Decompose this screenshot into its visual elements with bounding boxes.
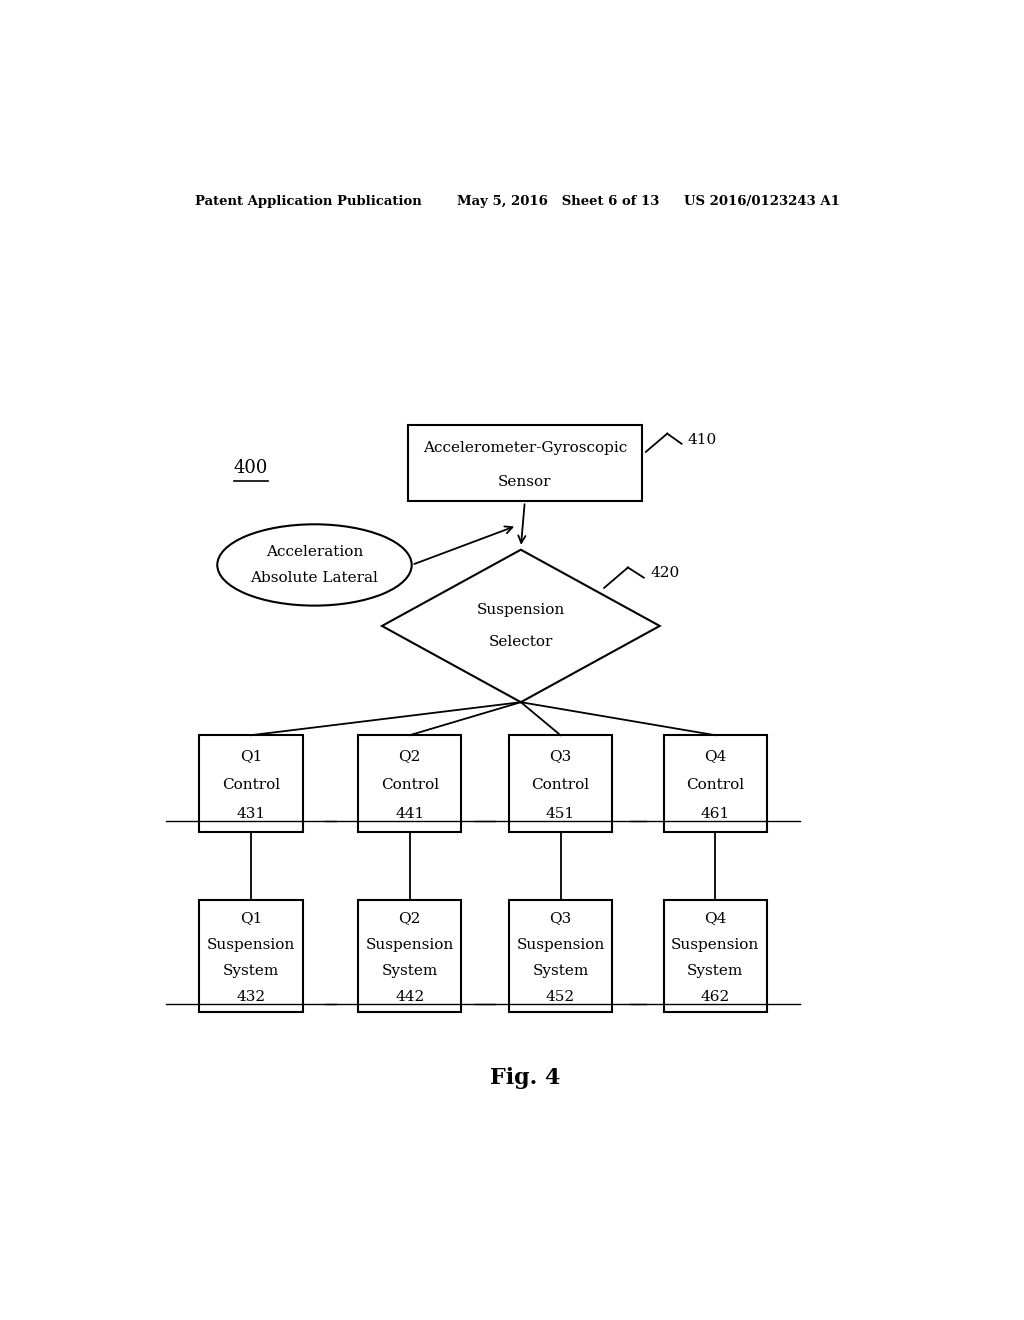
Text: Q4: Q4: [705, 912, 726, 925]
Text: Acceleration: Acceleration: [266, 545, 364, 560]
Text: Patent Application Publication: Patent Application Publication: [196, 194, 422, 207]
Text: 451: 451: [546, 808, 575, 821]
Text: System: System: [532, 964, 589, 978]
Bar: [509, 900, 612, 1012]
Text: 410: 410: [688, 433, 717, 446]
Text: Accelerometer-Gyroscopic: Accelerometer-Gyroscopic: [423, 441, 627, 455]
Text: 441: 441: [395, 808, 424, 821]
Text: 442: 442: [395, 990, 424, 1003]
Text: Selector: Selector: [488, 635, 553, 649]
Text: 431: 431: [237, 808, 265, 821]
Polygon shape: [382, 549, 659, 702]
Text: 452: 452: [546, 990, 575, 1003]
Text: Control: Control: [381, 777, 439, 792]
Text: Suspension: Suspension: [207, 937, 295, 952]
Text: Suspension: Suspension: [477, 603, 565, 616]
Bar: [664, 735, 767, 832]
Text: Q1: Q1: [240, 748, 262, 763]
Text: Suspension: Suspension: [671, 937, 760, 952]
Text: Q4: Q4: [705, 748, 726, 763]
Bar: [358, 735, 461, 832]
Text: System: System: [382, 964, 438, 978]
Text: 462: 462: [700, 990, 730, 1003]
Text: System: System: [223, 964, 280, 978]
Text: Absolute Lateral: Absolute Lateral: [251, 570, 379, 585]
Text: Q2: Q2: [398, 912, 421, 925]
Text: Control: Control: [531, 777, 590, 792]
Bar: [200, 900, 303, 1012]
Text: 461: 461: [700, 808, 730, 821]
Bar: [200, 735, 303, 832]
Text: Q3: Q3: [550, 748, 571, 763]
Text: May 5, 2016   Sheet 6 of 13: May 5, 2016 Sheet 6 of 13: [458, 194, 659, 207]
Bar: [509, 735, 612, 832]
Text: Q3: Q3: [550, 912, 571, 925]
Text: Suspension: Suspension: [516, 937, 604, 952]
Text: US 2016/0123243 A1: US 2016/0123243 A1: [684, 194, 840, 207]
Text: Sensor: Sensor: [498, 475, 552, 488]
Bar: [358, 900, 461, 1012]
Text: System: System: [687, 964, 743, 978]
Text: Fig. 4: Fig. 4: [489, 1068, 560, 1089]
Bar: [664, 900, 767, 1012]
Bar: [408, 425, 642, 502]
Text: Control: Control: [222, 777, 281, 792]
Text: Control: Control: [686, 777, 744, 792]
Text: Q1: Q1: [240, 912, 262, 925]
Text: Suspension: Suspension: [366, 937, 454, 952]
Ellipse shape: [217, 524, 412, 606]
Text: 420: 420: [650, 565, 680, 579]
Text: 400: 400: [233, 459, 268, 478]
Text: 432: 432: [237, 990, 265, 1003]
Text: Q2: Q2: [398, 748, 421, 763]
